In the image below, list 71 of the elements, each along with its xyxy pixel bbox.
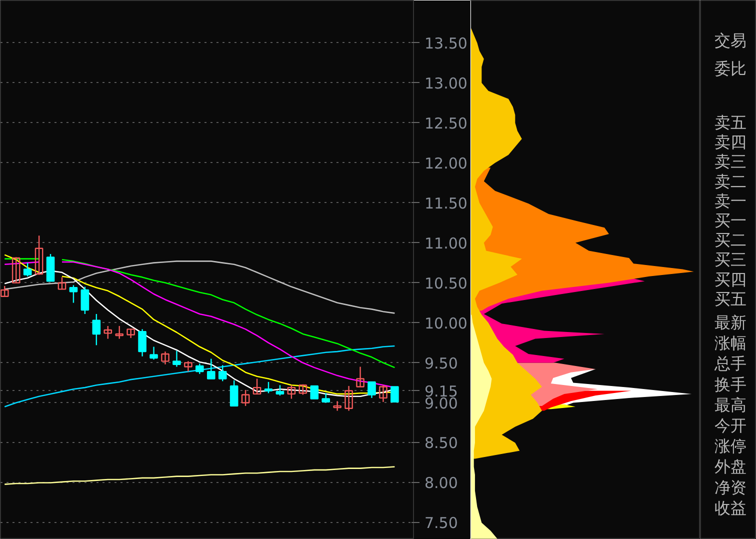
y-tick-label: 11.50 — [424, 194, 468, 212]
candlestick — [126, 328, 135, 339]
text: 涨幅 — [714, 334, 746, 353]
line-series — [4, 466, 396, 485]
text: 卖五 — [714, 113, 746, 132]
text: 净资 — [714, 478, 746, 497]
candlestick — [344, 385, 353, 412]
y-tick-label: 12.00 — [424, 154, 468, 172]
candlestick — [356, 366, 364, 388]
text: 卖四 — [714, 132, 746, 152]
line-series — [4, 345, 396, 408]
text: 交易 — [714, 31, 746, 50]
y-tick-label: 7.50 — [424, 514, 458, 532]
text: 买一 — [714, 211, 746, 230]
candlestick — [161, 350, 170, 365]
candlestick — [115, 325, 124, 340]
candlestick — [206, 358, 216, 380]
candlestick — [80, 286, 90, 315]
candlestick — [0, 285, 9, 297]
candlestick — [287, 384, 296, 400]
text: 买二 — [714, 230, 746, 250]
text: 买四 — [714, 270, 746, 289]
candlestick — [104, 325, 112, 340]
candlestick — [46, 253, 55, 282]
candlestick — [196, 362, 204, 375]
candlestick — [58, 276, 66, 290]
candlestick — [379, 384, 388, 403]
candlestick — [172, 350, 181, 368]
candlestick — [34, 235, 44, 276]
y-tick-label: 11.00 — [424, 234, 468, 252]
y-tick-label: 13.00 — [424, 74, 468, 92]
y-tick-label: 10.50 — [424, 274, 468, 292]
candlestick — [322, 392, 330, 404]
candlestick — [276, 384, 284, 396]
candlestick — [264, 381, 273, 394]
candlestick — [230, 380, 238, 407]
candlestick — [150, 346, 158, 360]
y-tick-label: 9.50 — [424, 354, 458, 372]
candlestick — [12, 256, 20, 284]
text: 委比 — [714, 59, 746, 78]
candlestick — [310, 385, 319, 400]
text: 买三 — [714, 250, 746, 270]
text: 买五 — [714, 289, 746, 308]
candlestick — [252, 378, 262, 395]
text: 卖二 — [714, 172, 746, 191]
candlestick — [184, 360, 192, 372]
text: 卖三 — [714, 152, 746, 172]
y-tick-label: 13.50 — [424, 34, 468, 52]
candlestick — [23, 262, 32, 277]
candlestick — [298, 384, 308, 396]
y-tick-label: 8.00 — [424, 474, 458, 492]
candlestick — [218, 364, 227, 382]
text: 收益 — [714, 498, 746, 518]
text: 外盘 — [714, 457, 746, 476]
candlestick — [333, 400, 342, 412]
text: 换手 — [714, 374, 746, 394]
candlestick — [138, 328, 146, 357]
y-tick-label: 8.50 — [424, 434, 458, 452]
text: 卖一 — [714, 191, 746, 210]
y-tick-label: 10.00 — [424, 314, 468, 332]
y-tick-label: 12.50 — [424, 114, 468, 132]
candlestick — [241, 389, 250, 407]
text: 最新 — [714, 313, 746, 332]
text: 涨停 — [714, 436, 746, 456]
text: 总手 — [714, 354, 746, 374]
text: 最高 — [714, 395, 746, 414]
candlestick — [69, 284, 78, 304]
candlestick — [92, 313, 101, 346]
candlestick — [390, 386, 399, 403]
candlestick — [368, 381, 376, 399]
text: 今开 — [714, 416, 746, 435]
